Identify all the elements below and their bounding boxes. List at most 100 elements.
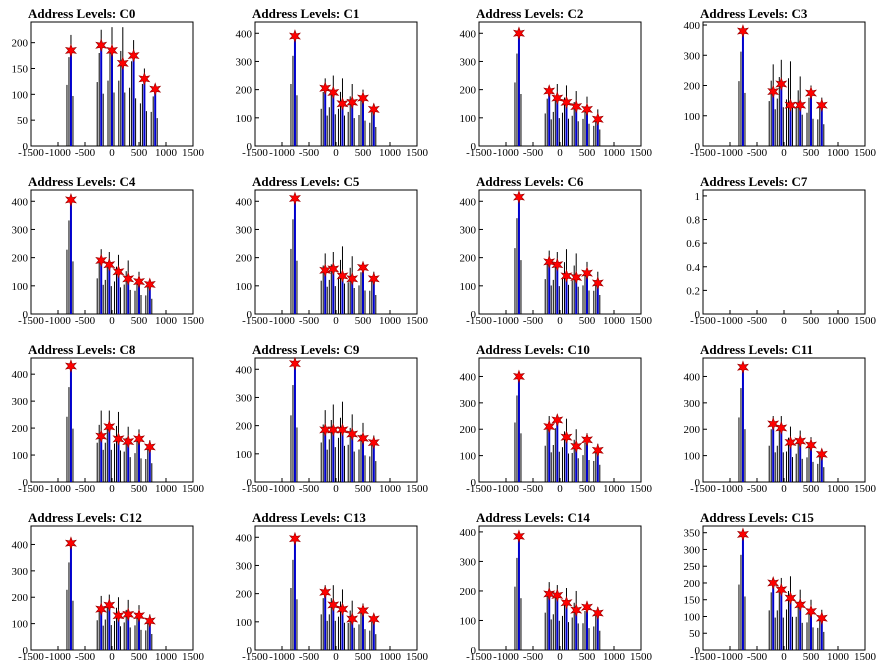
plot-frame <box>254 21 418 147</box>
x-tick-label: 1500 <box>182 483 205 495</box>
x-tick-label: -1000 <box>717 483 743 495</box>
x-tick-label: 500 <box>355 315 372 327</box>
star-marker <box>367 102 380 117</box>
x-tick-label: 1500 <box>630 483 653 495</box>
star-marker <box>570 603 583 618</box>
x-tick-label: 500 <box>803 147 820 159</box>
x-tick-label: 1500 <box>854 483 877 495</box>
y-tick-label: 200 <box>12 592 29 604</box>
star-marker <box>512 26 525 41</box>
y-tick-label: 200 <box>236 253 253 265</box>
star-marker <box>95 253 108 268</box>
star-marker <box>106 43 118 58</box>
x-tick-label: 0 <box>557 315 563 327</box>
x-tick-label: 0 <box>109 483 115 495</box>
y-tick-label: 300 <box>12 396 29 408</box>
y-tick-label: 0.6 <box>686 238 700 250</box>
star-marker <box>133 608 145 623</box>
x-tick-label: 500 <box>355 147 372 159</box>
x-tick-label: 1000 <box>827 315 850 327</box>
star-marker <box>95 602 108 617</box>
x-tick-label: 500 <box>579 315 596 327</box>
x-tick-label: -500 <box>299 483 320 495</box>
star-marker <box>570 439 583 454</box>
chart-panel-15: Address Levels: C15 0 50 100 150 200 250 300 350… <box>684 510 877 663</box>
x-tick-label: -1500 <box>466 651 492 663</box>
star-marker <box>327 422 340 437</box>
star-marker <box>805 604 817 619</box>
x-tick-label: 0 <box>557 483 563 495</box>
x-tick-label: 500 <box>355 651 372 663</box>
y-tick-label: 200 <box>460 253 477 265</box>
chart-title: Address Levels: C11 <box>700 342 813 357</box>
y-tick-label: 400 <box>236 28 253 40</box>
star-marker <box>794 434 807 449</box>
star-marker <box>346 612 359 626</box>
star-marker <box>794 597 807 612</box>
x-tick-label: -500 <box>75 147 96 159</box>
x-tick-label: -1000 <box>493 147 519 159</box>
y-tick-label: 200 <box>684 81 701 93</box>
y-tick-label: 200 <box>236 589 253 601</box>
chart-title: Address Levels: C3 <box>700 6 808 21</box>
star-marker <box>512 190 525 204</box>
x-tick-label: 1500 <box>406 147 429 159</box>
x-tick-label: 0 <box>781 651 787 663</box>
x-tick-label: 0 <box>109 315 115 327</box>
star-marker <box>336 422 349 437</box>
y-tick-label: 0 <box>471 141 477 153</box>
plot-frame <box>702 357 866 483</box>
x-tick-label: -500 <box>523 651 544 663</box>
x-tick-label: 0 <box>781 315 787 327</box>
chart-panel-4: Address Levels: C4 0 100 200 300 400 -1500 -100… <box>12 174 205 327</box>
chart-panel-5: Address Levels: C5 0 100 200 300 400 -1500 -100… <box>236 174 429 327</box>
chart-panel-7: Address Levels: C7 0 0.2 0.4 0.6 0.8 1 -1500 -10… <box>686 174 876 327</box>
x-tick-label: 500 <box>355 483 372 495</box>
x-tick-label: -500 <box>299 147 320 159</box>
x-tick-label: 1000 <box>827 651 850 663</box>
x-tick-label: 500 <box>131 315 148 327</box>
star-marker <box>784 591 797 605</box>
y-tick-label: 300 <box>12 566 29 578</box>
y-tick-label: 400 <box>684 20 701 32</box>
chart-title: Address Levels: C7 <box>700 174 808 189</box>
x-tick-label: 500 <box>803 651 820 663</box>
chart-panel-11: Address Levels: C11 0 100 200 300 400 -1500 -10… <box>684 342 877 495</box>
star-marker <box>736 360 749 375</box>
star-marker <box>512 369 525 384</box>
y-tick-label: 0 <box>695 141 701 153</box>
y-tick-label: 0 <box>23 309 29 321</box>
x-tick-label: -500 <box>75 651 96 663</box>
y-tick-label: 300 <box>460 556 477 568</box>
star-marker <box>133 274 145 289</box>
x-tick-label: 500 <box>579 483 596 495</box>
x-tick-label: 500 <box>579 147 596 159</box>
plot-frame <box>30 189 194 315</box>
star-marker <box>736 24 749 38</box>
star-marker <box>116 56 129 71</box>
star-marker <box>95 429 108 444</box>
y-tick-label: 100 <box>12 89 29 101</box>
x-tick-label: -1000 <box>493 483 519 495</box>
y-tick-label: 200 <box>236 421 253 433</box>
y-tick-label: 0 <box>23 141 29 153</box>
y-tick-label: 400 <box>12 539 29 551</box>
star-marker <box>357 431 369 446</box>
star-marker <box>815 98 828 113</box>
x-tick-label: -1500 <box>466 147 492 159</box>
star-marker <box>327 85 340 100</box>
x-tick-label: 0 <box>333 651 339 663</box>
y-tick-label: 100 <box>684 611 701 623</box>
y-tick-label: 0 <box>247 645 253 657</box>
star-marker <box>815 447 828 462</box>
y-tick-label: 400 <box>236 532 253 544</box>
star-marker <box>143 614 156 628</box>
plot-frame <box>254 357 418 483</box>
y-tick-label: 100 <box>460 113 477 125</box>
chart-title: Address Levels: C14 <box>476 510 590 525</box>
chart-title: Address Levels: C8 <box>28 342 136 357</box>
star-marker <box>143 440 156 454</box>
y-tick-label: 300 <box>236 56 253 68</box>
x-tick-label: -1000 <box>45 651 71 663</box>
y-tick-label: 100 <box>12 619 29 631</box>
